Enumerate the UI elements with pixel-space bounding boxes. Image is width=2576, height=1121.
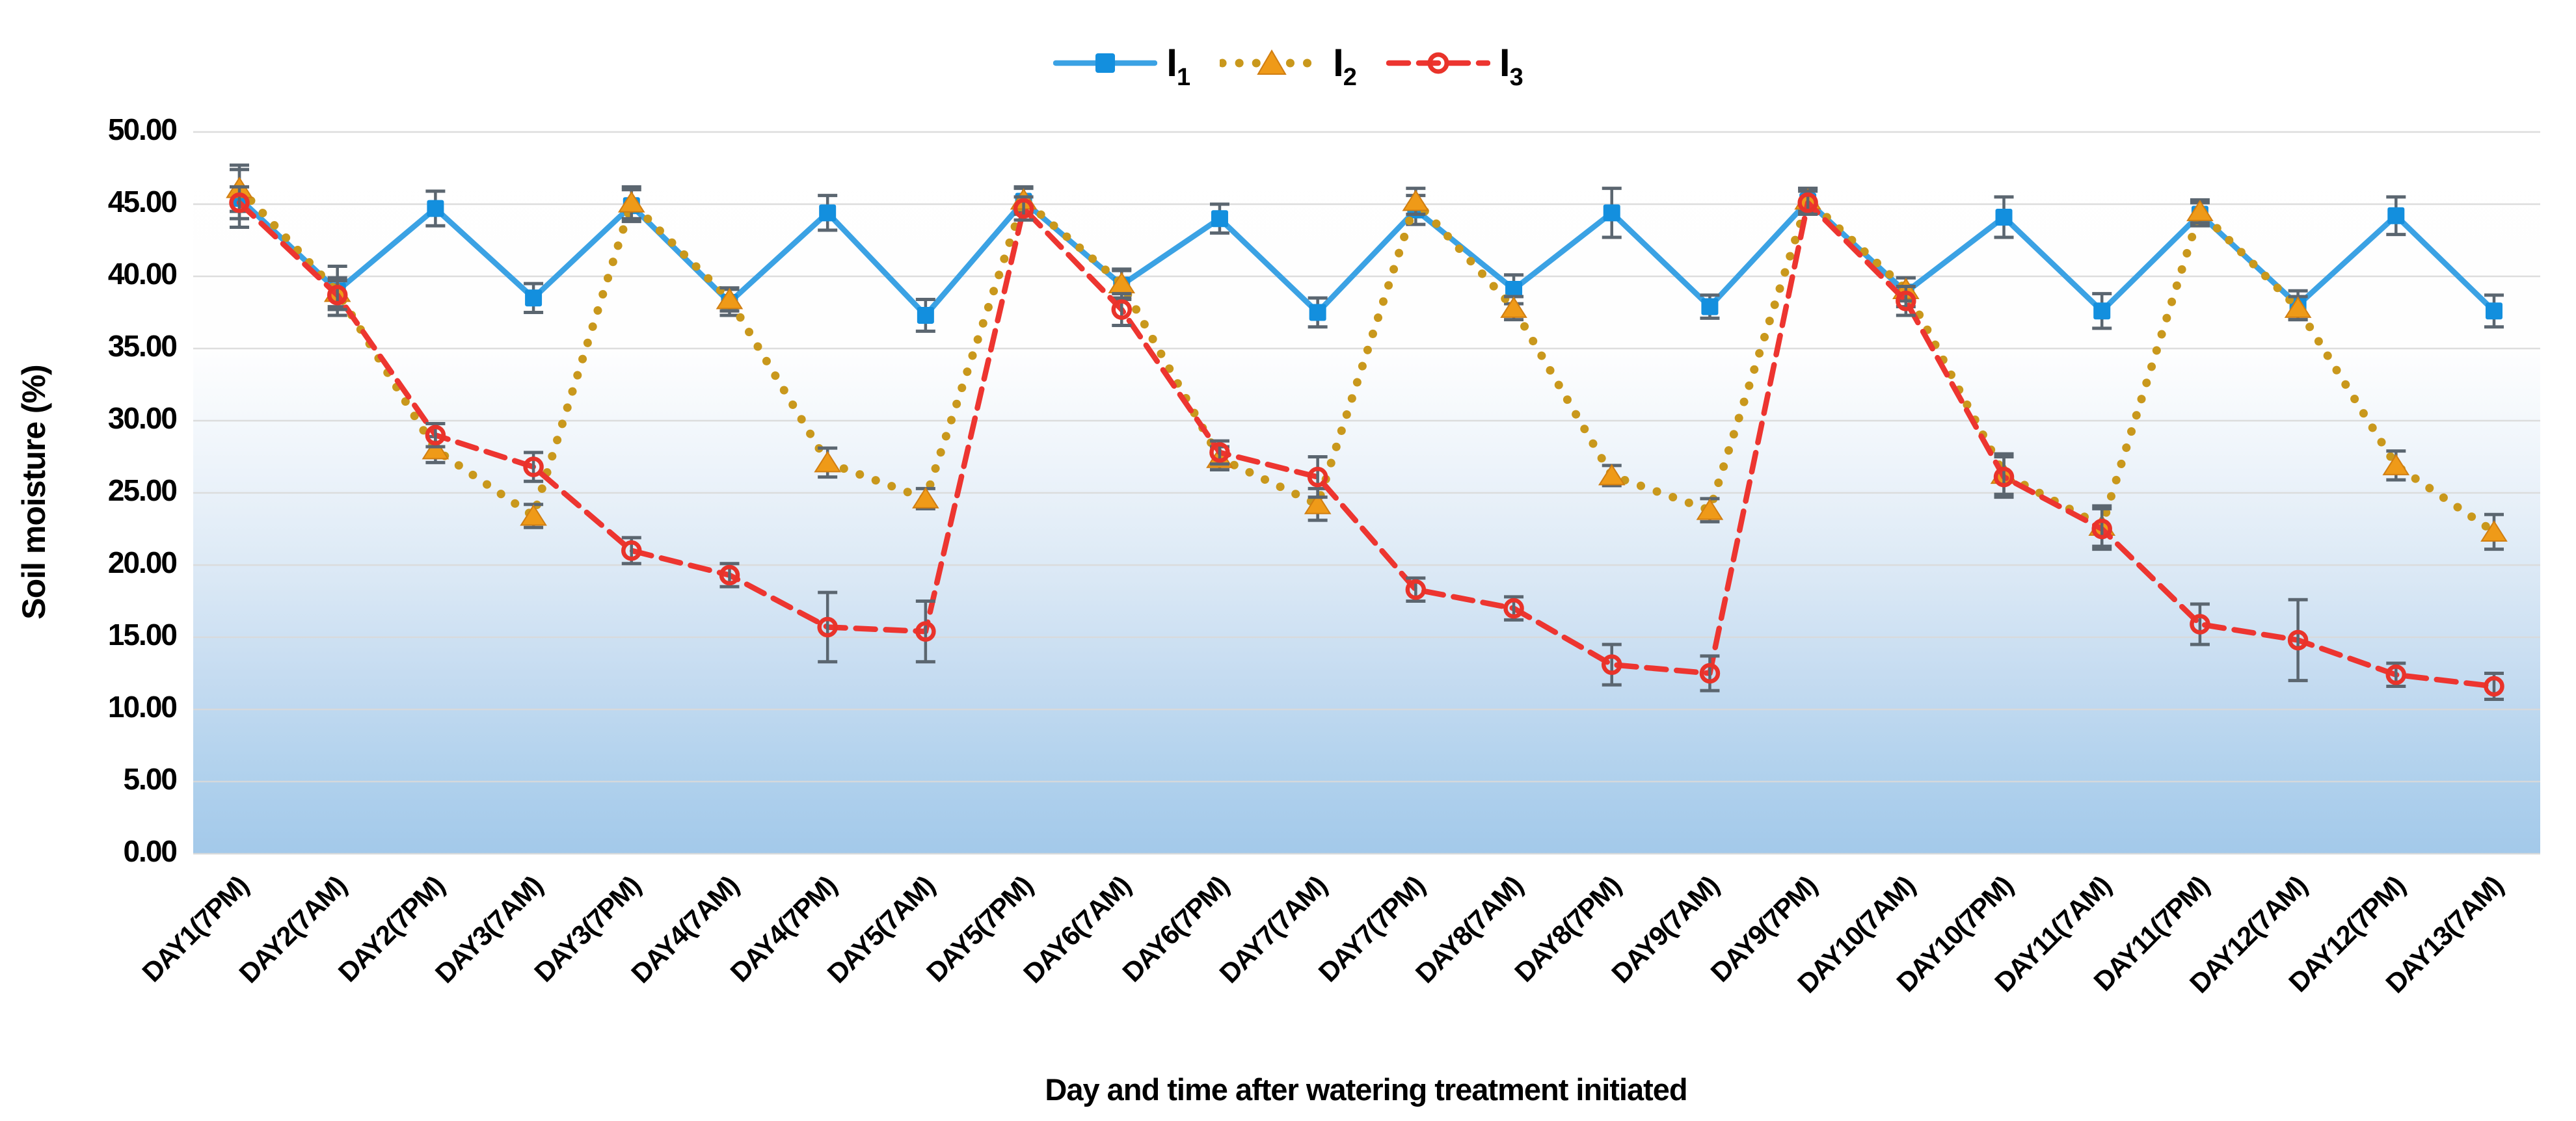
series-I2-marker	[1696, 498, 1724, 520]
x-tick-label: DAY4(7AM)	[625, 870, 744, 989]
y-tick-label: 25.00	[108, 473, 177, 507]
y-axis-title: Soil moisture (%)	[16, 365, 52, 620]
series-I2-marker	[520, 504, 547, 526]
x-tick-label: DAY9(7AM)	[1605, 870, 1724, 989]
series-I1-marker	[1701, 298, 1719, 315]
y-tick-label: 15.00	[108, 618, 177, 652]
y-tick-label: 10.00	[108, 690, 177, 724]
series-I3-marker	[2190, 614, 2210, 635]
series-I3-marker	[1699, 663, 1721, 684]
y-tick-label: 45.00	[108, 185, 177, 218]
series-I3-line	[236, 200, 2497, 689]
series-I2-line	[235, 184, 2499, 536]
legend-item-i3: I3	[1386, 41, 1523, 91]
series-I3-marker	[1013, 198, 1034, 219]
y-tick-label: 0.00	[123, 834, 176, 868]
y-tick-label: 30.00	[108, 401, 177, 435]
legend-swatch-i3-line-icon	[1386, 52, 1490, 74]
series-I2-marker	[2480, 520, 2508, 542]
series-I3-marker	[523, 456, 544, 477]
legend-swatch-i1-line-icon	[1053, 53, 1158, 73]
series-I2-marker	[1500, 296, 1527, 318]
series-I3-marker	[621, 540, 642, 561]
series-I2-marker	[2284, 296, 2312, 318]
series-I1-marker	[1505, 280, 1523, 298]
series-I3-marker	[817, 616, 838, 638]
x-tick-label: DAY7(7AM)	[1213, 870, 1332, 989]
series-I3-marker	[719, 564, 740, 586]
series-I2-marker	[1598, 464, 1626, 486]
y-tick-label: 5.00	[123, 762, 176, 796]
series-I1-marker	[1995, 208, 2013, 226]
series-I3-marker	[2287, 629, 2309, 651]
series-I1-marker	[525, 289, 543, 307]
series-I3-marker	[1111, 299, 1133, 320]
legend-label-i3: I3	[1499, 41, 1523, 91]
y-tick-label: 40.00	[108, 257, 177, 291]
y-tick-label: 35.00	[108, 329, 177, 363]
series-I1-line	[236, 195, 2497, 319]
series-I3-marker	[327, 285, 348, 306]
series-I1-marker	[1603, 204, 1620, 222]
series-I2-marker	[617, 191, 645, 213]
series-I3-marker	[1896, 290, 1916, 311]
y-tick-label: 20.00	[108, 546, 177, 579]
series-I3-marker	[1993, 466, 2015, 488]
legend-label-i1: I1	[1166, 41, 1190, 91]
series-I3-marker	[1307, 466, 1328, 488]
series-I2-marker	[912, 487, 939, 508]
legend-item-i2: I2	[1220, 41, 1357, 91]
legend-swatch-i2-line-icon	[1220, 49, 1324, 75]
series-I1-marker	[1211, 210, 1228, 228]
x-tick-label: DAY2(7AM)	[233, 870, 352, 989]
series-I3-marker	[229, 192, 250, 213]
x-tick-label: DAY5(7AM)	[822, 870, 941, 989]
series-I2-marker	[814, 451, 841, 473]
x-tick-label: DAY8(7AM)	[1410, 870, 1529, 989]
series-I1-marker	[2093, 302, 2111, 320]
series-I2-marker	[716, 287, 744, 310]
series-I2-marker	[1402, 189, 1430, 211]
x-axis-title: Day and time after watering treatment in…	[1045, 1072, 1687, 1107]
series-I1-marker	[427, 200, 444, 217]
series-I1-marker	[2387, 207, 2405, 224]
series-I2-marker	[422, 438, 449, 460]
y-tick-label: 50.00	[108, 112, 177, 146]
series-I1-marker	[819, 204, 837, 222]
legend-item-i1: I1	[1053, 41, 1190, 91]
series-I2-marker	[2382, 453, 2410, 475]
series-I3-marker	[1797, 192, 1818, 213]
series-I3-marker	[1503, 598, 1524, 619]
series-I1-marker	[2486, 302, 2502, 320]
series-I3-marker	[915, 621, 936, 642]
series-I3-marker	[2385, 664, 2407, 685]
x-tick-label: DAY6(7AM)	[1017, 870, 1136, 989]
legend-label-i2: I2	[1333, 41, 1357, 91]
series-I3-marker	[425, 425, 446, 445]
series-I3-marker	[2091, 518, 2112, 540]
x-tick-label: DAY3(7AM)	[429, 870, 548, 989]
series-I1-marker	[1309, 304, 1326, 321]
series-I3-marker	[1601, 654, 1622, 675]
series-I1-marker	[917, 306, 934, 324]
series-I3-marker	[2484, 676, 2504, 697]
series-I2-marker	[2186, 200, 2214, 222]
legend: I1 I2 I3	[0, 27, 2576, 99]
series-I2-marker	[1304, 492, 1332, 514]
series-I3-marker	[1209, 442, 1230, 463]
series-I3-marker	[1405, 579, 1427, 600]
